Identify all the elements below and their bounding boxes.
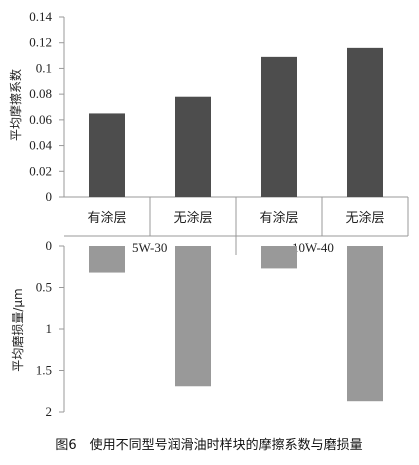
bottom-ytick-label: 1 <box>46 321 53 336</box>
group-label-2: 10W-40 <box>292 240 334 255</box>
category-row: 有涂层 无涂层 有涂层 无涂层 5W-30 10W-40 <box>64 197 409 255</box>
category-label: 有涂层 <box>87 210 126 226</box>
friction-bar <box>347 47 383 197</box>
friction-bar <box>89 113 125 197</box>
friction-bar <box>261 56 297 197</box>
top-ylabel: 平均摩擦系数 <box>8 69 23 141</box>
figure-caption: 图6 使用不同型号润滑油时样块的摩擦系数与磨损量 <box>55 437 362 453</box>
top-ytick-label: 0.12 <box>29 35 52 50</box>
bottom-ylabel: 平均磨损量/μm <box>11 288 25 371</box>
top-ytick-label: 0.1 <box>36 60 52 75</box>
friction-bar <box>175 96 211 197</box>
top-chart: 平均摩擦系数 0 0.02 0.04 0.06 0.08 0.1 0.12 0.14 <box>8 9 408 204</box>
wear-bar <box>261 246 297 269</box>
bottom-ytick-label: 2 <box>46 404 53 419</box>
bottom-chart: 平均磨损量/μm 0 0.5 1 1.5 2 <box>11 238 383 419</box>
top-ytick-label: 0.08 <box>29 86 52 101</box>
category-label: 无涂层 <box>345 210 384 226</box>
top-ytick-label: 0.14 <box>29 9 52 24</box>
top-ytick-label: 0.06 <box>29 112 52 127</box>
category-label: 无涂层 <box>173 210 212 226</box>
bottom-ytick-label: 0.5 <box>36 280 52 295</box>
wear-bar <box>347 246 383 402</box>
category-label: 有涂层 <box>259 210 298 226</box>
top-ytick-label: 0.04 <box>29 138 52 153</box>
wear-bar <box>175 246 211 387</box>
group-label-1: 5W-30 <box>132 240 167 255</box>
top-ytick-label: 0.02 <box>29 163 52 178</box>
top-ytick-label: 0 <box>46 189 53 204</box>
bottom-ytick-label: 0 <box>46 238 53 253</box>
bottom-ytick-label: 1.5 <box>36 363 52 378</box>
wear-bar <box>89 246 125 273</box>
